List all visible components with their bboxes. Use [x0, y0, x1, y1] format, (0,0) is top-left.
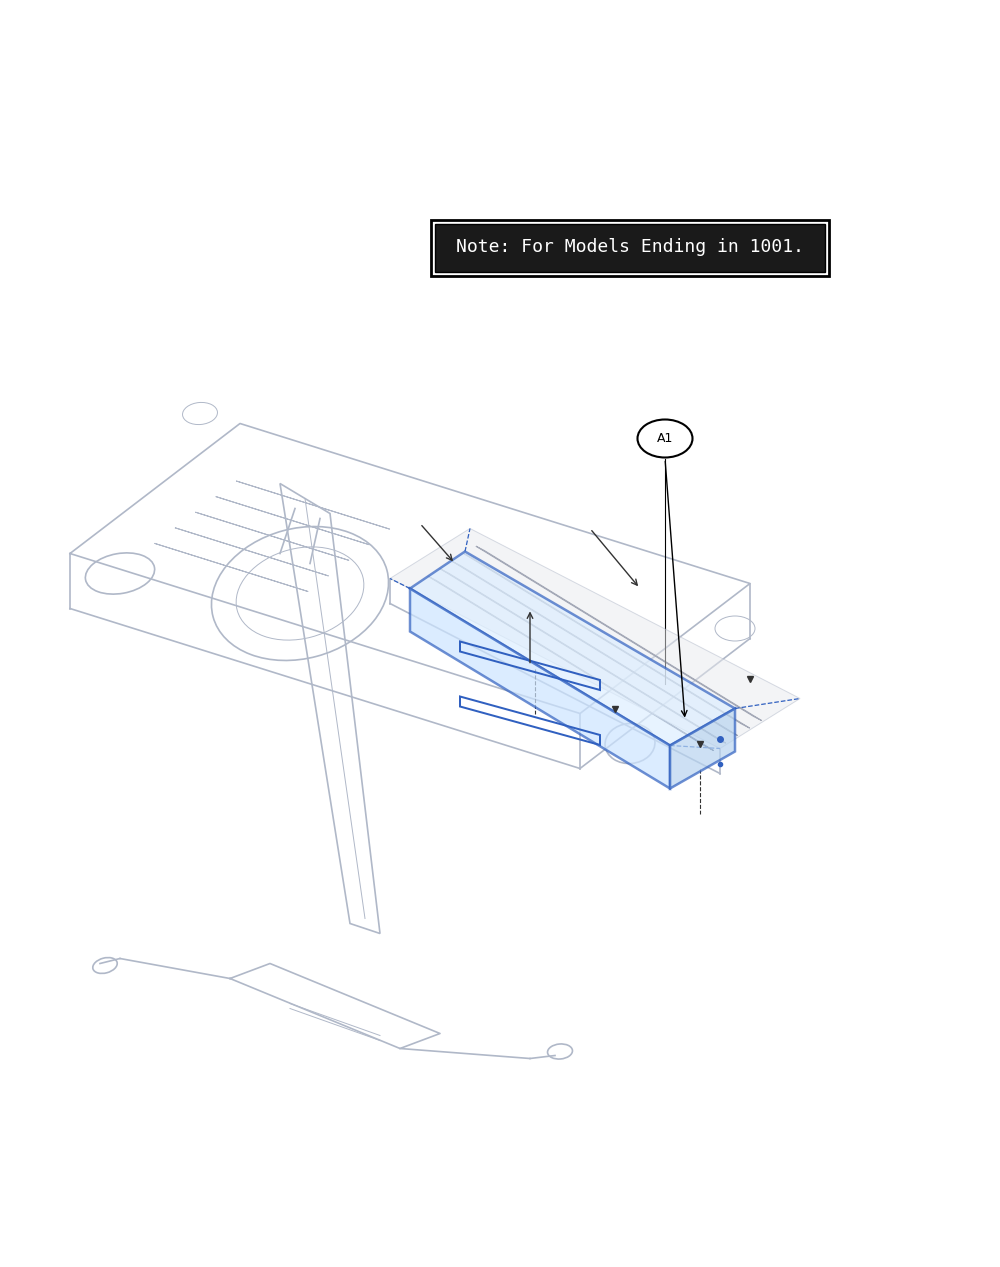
Polygon shape [410, 588, 670, 788]
FancyBboxPatch shape [431, 219, 829, 275]
Polygon shape [390, 528, 800, 749]
Polygon shape [410, 551, 735, 745]
FancyBboxPatch shape [435, 223, 825, 271]
Text: Note: For Models Ending in 1001.: Note: For Models Ending in 1001. [456, 238, 804, 256]
Ellipse shape [638, 419, 692, 457]
Text: A1: A1 [657, 432, 673, 445]
Polygon shape [670, 708, 735, 788]
